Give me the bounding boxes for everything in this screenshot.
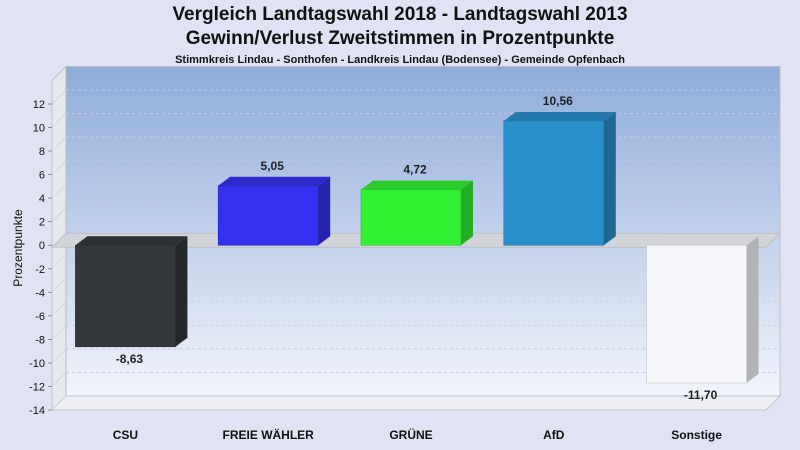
gridline-diag — [51, 89, 67, 105]
gridline-diag — [51, 348, 67, 364]
bar-value-label: 4,72 — [403, 163, 427, 177]
category-label: FREIE WÄHLER — [223, 427, 315, 442]
y-tick-label: -4 — [35, 287, 45, 299]
category-label: Sonstige — [671, 428, 722, 442]
category-label: AfD — [543, 428, 565, 442]
bar-top — [503, 111, 616, 121]
y-tick-label: -10 — [29, 358, 45, 370]
y-tick-label: 0 — [39, 240, 45, 252]
y-tick-label: 10 — [33, 123, 45, 135]
bar-top — [361, 180, 473, 190]
bar-csu — [75, 236, 188, 348]
bar-front — [217, 185, 319, 246]
y-tick-label: -12 — [29, 381, 45, 393]
y-tick-label: 4 — [39, 193, 45, 205]
bar-side — [175, 236, 188, 347]
bar-value-label: -11,70 — [684, 388, 718, 402]
bar-front — [360, 189, 462, 246]
gridline-diag — [51, 160, 67, 175]
bar-value-label: 10,56 — [543, 94, 573, 108]
gridline-diag — [51, 395, 67, 411]
chart-caption: Stimmkreis Lindau - Sonthofen - Landkrei… — [175, 54, 625, 66]
y-tick-label: -8 — [35, 334, 45, 346]
bar-top — [218, 176, 331, 186]
bar-side — [318, 176, 331, 246]
bar-freie-w-hler — [217, 176, 331, 246]
gridline-diag — [51, 301, 67, 317]
floor — [51, 395, 781, 411]
y-tick-label: 12 — [33, 99, 45, 111]
chart-title: Vergleich Landtagswahl 2018 - Landtagswa… — [172, 4, 628, 25]
bar-value-label: 5,05 — [261, 159, 285, 173]
bar-front — [503, 120, 605, 246]
y-tick-label: 6 — [39, 170, 45, 182]
bar-value-label: -8,63 — [116, 352, 144, 366]
y-axis-label: Prozentpunkte — [11, 209, 25, 287]
bar-front — [646, 244, 747, 384]
gridline-diag — [51, 183, 67, 199]
bar-side — [603, 111, 616, 246]
bar-sonstige — [646, 236, 759, 384]
category-label: GRÜNE — [389, 427, 432, 442]
gridline-diag — [51, 325, 67, 340]
y-tick-label: 2 — [39, 217, 45, 229]
gridline-diag — [51, 207, 67, 222]
gridline-diag — [51, 136, 67, 152]
chart-subtitle: Gewinn/Verlust Zweitstimmen in Prozentpu… — [185, 28, 615, 49]
gridline-diag — [51, 254, 67, 270]
bar-top — [646, 236, 759, 246]
bar-afd — [503, 111, 616, 246]
category-label: CSU — [113, 428, 138, 442]
y-tick-label: -14 — [29, 405, 45, 417]
bar-side — [746, 236, 759, 383]
gridline-diag — [51, 278, 67, 293]
y-tick-label: -2 — [35, 264, 45, 276]
y-tick-label: 8 — [39, 146, 45, 158]
bar-side — [461, 180, 473, 246]
gridline-diag — [51, 113, 67, 128]
bar-top — [75, 236, 188, 246]
bar-front — [75, 244, 176, 348]
bar-gr-ne — [360, 180, 473, 246]
y-tick-label: -6 — [35, 311, 45, 323]
gridline-diag — [51, 372, 67, 387]
